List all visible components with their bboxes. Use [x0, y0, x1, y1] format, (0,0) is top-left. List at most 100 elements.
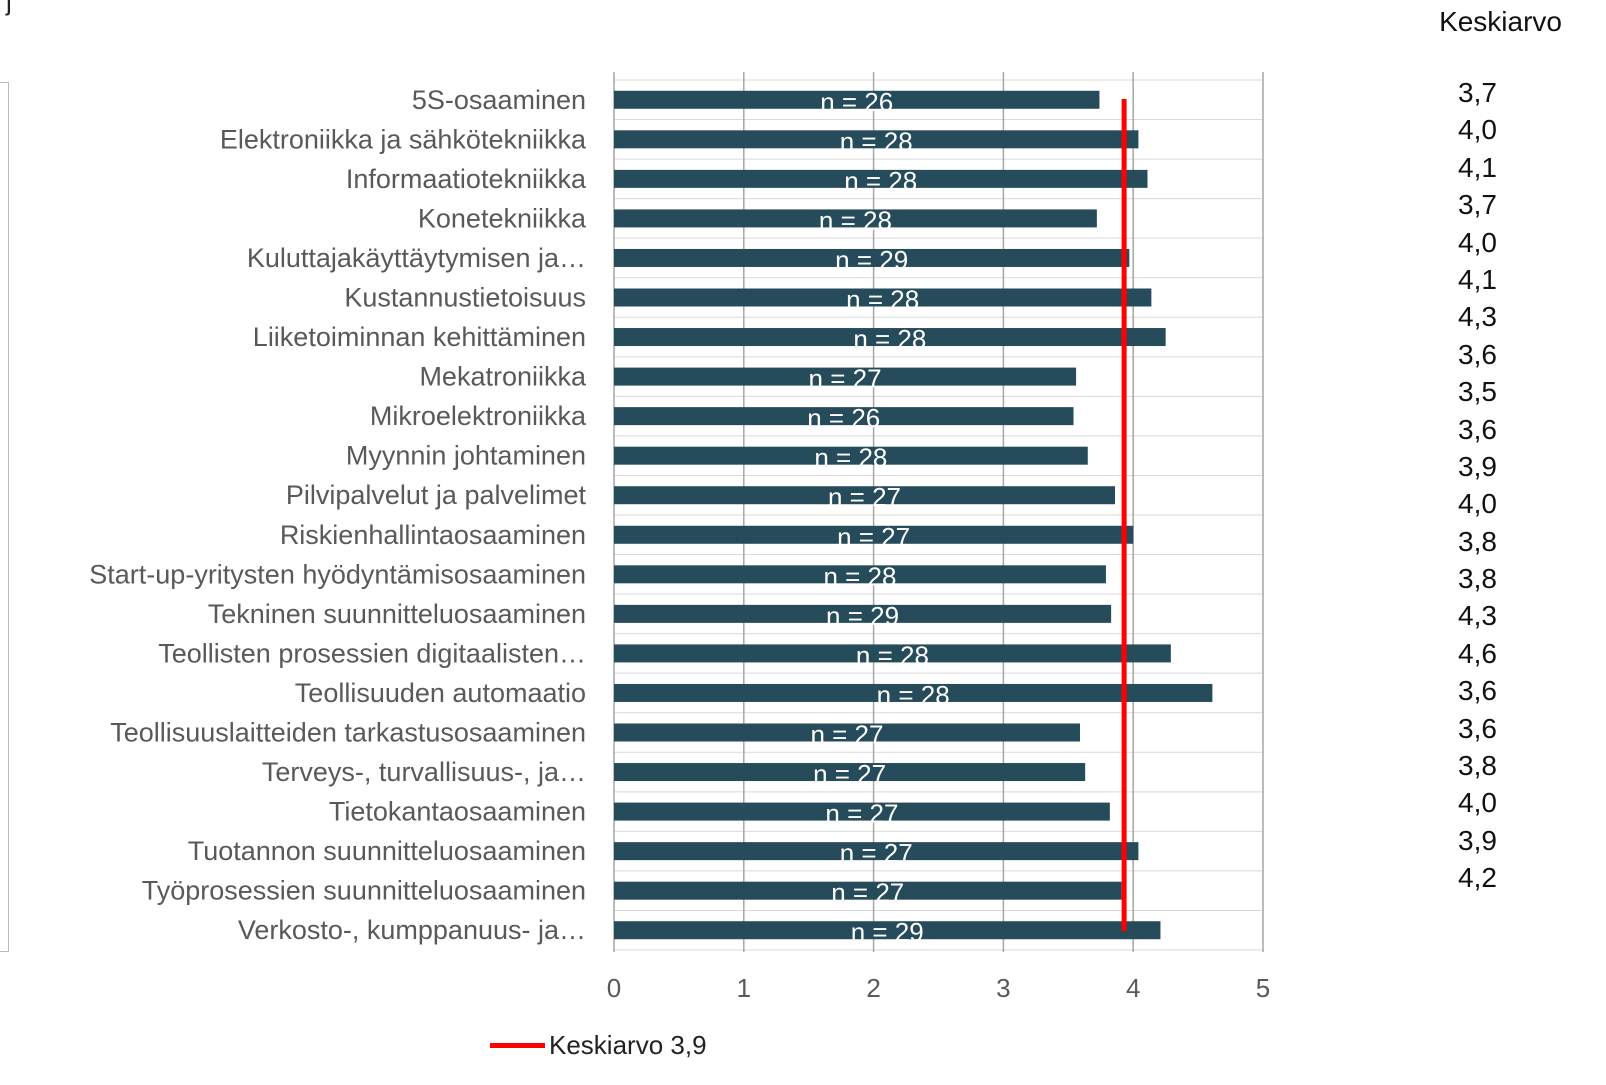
average-value: 3,6	[1458, 413, 1497, 445]
bar	[614, 367, 1077, 386]
average-value: 3,7	[1458, 77, 1497, 108]
left-frame-tick-top	[0, 82, 9, 83]
x-tick-label: 0	[607, 973, 621, 1003]
average-value: 4,3	[1458, 301, 1497, 333]
bar	[614, 644, 1171, 663]
average-value: 4,0	[1458, 787, 1497, 819]
bar-data-label: n = 27	[813, 759, 886, 789]
bar	[614, 525, 1134, 544]
bar-data-label: n = 29	[851, 917, 924, 947]
category-label: Tekninen suunnitteluosaaminen	[208, 599, 586, 629]
bar-data-label: n = 27	[810, 720, 883, 750]
legend-red-line-swatch	[490, 1043, 545, 1048]
bar	[614, 169, 1148, 188]
bar-data-label: n = 27	[840, 838, 913, 868]
bar	[614, 881, 1122, 900]
category-label: Informaatiotekniikka	[346, 164, 587, 194]
bar-data-label: n = 28	[844, 166, 917, 196]
left-frame-line	[8, 82, 9, 952]
x-tick-label: 4	[1126, 973, 1140, 1003]
bar	[614, 763, 1086, 782]
category-label: Myynnin johtaminen	[346, 441, 586, 471]
average-value: 4,3	[1458, 600, 1497, 632]
category-label: Kustannustietoisuus	[344, 283, 586, 313]
average-value: 4,0	[1458, 114, 1497, 146]
bar-data-label: n = 28	[814, 443, 887, 473]
bar	[614, 248, 1130, 267]
bar	[614, 723, 1080, 742]
bar-data-label: n = 27	[825, 799, 898, 829]
category-label: Mikroelektroniikka	[370, 401, 587, 431]
bar-data-label: n = 27	[809, 364, 882, 394]
average-value: 4,0	[1458, 226, 1497, 258]
bar	[614, 288, 1152, 307]
average-value: 3,8	[1458, 525, 1497, 557]
bar	[614, 565, 1106, 584]
category-label: Start-up-yritysten hyödyntämisosaaminen	[89, 559, 586, 589]
average-value: 4,6	[1458, 637, 1497, 669]
bar-data-label: n = 27	[837, 522, 910, 552]
bar-data-label: n = 28	[856, 640, 929, 670]
chart-legend: Keskiarvo 3,9	[490, 1030, 707, 1061]
x-tick-label: 3	[996, 973, 1010, 1003]
category-label: Elektroniikka ja sähkötekniikka	[220, 124, 587, 154]
bar-data-label: n = 29	[826, 601, 899, 631]
category-label: Liiketoiminnan kehittäminen	[253, 322, 586, 352]
category-label: Terveys-, turvallisuus-, ja…	[262, 757, 586, 787]
x-tick-label: 2	[866, 973, 880, 1003]
bar-data-label: n = 28	[823, 561, 896, 591]
category-label: Teollisuuden automaatio	[295, 678, 586, 708]
average-value: 3,8	[1458, 750, 1497, 782]
bar-data-label: n = 28	[840, 126, 913, 156]
average-value: 3,9	[1458, 824, 1497, 856]
x-tick-label: 1	[737, 973, 751, 1003]
category-label: Mekatroniikka	[419, 362, 587, 392]
bar	[614, 90, 1100, 109]
average-value: 3,6	[1458, 712, 1497, 744]
legend-label: Keskiarvo 3,9	[549, 1030, 707, 1060]
average-value: 4,1	[1458, 263, 1497, 295]
bar	[614, 604, 1112, 623]
top-text-fragment: j	[6, 0, 12, 16]
category-label: Tuotannon suunnitteluosaaminen	[188, 836, 586, 866]
bar	[614, 407, 1074, 426]
bar	[614, 921, 1161, 940]
average-value: 4,2	[1458, 862, 1497, 894]
average-value: 4,0	[1458, 488, 1497, 520]
category-label: Teollisten prosessien digitaalisten…	[158, 638, 586, 668]
average-value: 3,5	[1458, 376, 1497, 408]
bar	[614, 130, 1139, 149]
bar	[614, 328, 1166, 347]
bar	[614, 209, 1097, 228]
category-label: Verkosto-, kumppanuus- ja…	[238, 915, 586, 945]
bar-data-label: n = 26	[807, 403, 880, 433]
bar	[614, 446, 1088, 465]
bar-data-label: n = 27	[831, 878, 904, 908]
average-values-list: 3,7 4,0 4,1 3,7 4,0 4,1 4,3 3,6 3,5 3,6 3,9 4,0 3,8 3…	[1458, 74, 1578, 897]
bar	[614, 683, 1213, 702]
average-value: 3,6	[1458, 675, 1497, 707]
left-frame-tick-bottom	[0, 951, 9, 952]
bar-data-label: n = 28	[853, 324, 926, 354]
average-value: 3,6	[1458, 338, 1497, 370]
category-label: Riskienhallintaosaaminen	[280, 520, 586, 550]
x-tick-label: 5	[1256, 973, 1270, 1003]
category-label: Pilvipalvelut ja palvelimet	[286, 480, 587, 510]
category-label: Työprosessien suunnitteluosaaminen	[142, 876, 586, 906]
average-value: 4,1	[1458, 151, 1497, 183]
bar-data-label: n = 26	[820, 87, 893, 117]
category-label: Teollisuuslaitteiden tarkastusosaaminen	[110, 718, 586, 748]
average-value: 3,9	[1458, 450, 1497, 482]
bar-data-label: n = 27	[828, 482, 901, 512]
bar	[614, 802, 1110, 821]
bar	[614, 842, 1139, 861]
category-label: Konetekniikka	[418, 203, 587, 233]
category-label: Tietokantaosaaminen	[329, 797, 586, 827]
bar-data-label: n = 28	[877, 680, 950, 710]
average-column-header: Keskiarvo	[1439, 6, 1562, 37]
bar	[614, 486, 1116, 505]
average-value: 3,8	[1458, 563, 1497, 595]
category-label: 5S-osaaminen	[412, 85, 586, 115]
bar-data-label: n = 28	[819, 205, 892, 235]
